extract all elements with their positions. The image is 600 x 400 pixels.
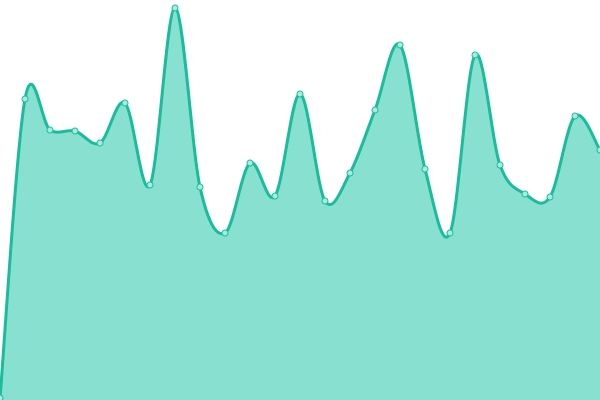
data-point-23: [571, 112, 579, 120]
data-point-1: [21, 95, 29, 103]
data-point-16: [396, 41, 404, 49]
data-point-5: [121, 99, 129, 107]
data-point-0: [0, 394, 4, 400]
data-point-3: [71, 127, 79, 135]
data-point-22: [546, 193, 554, 201]
data-point-18: [446, 229, 454, 237]
data-point-2: [46, 126, 54, 134]
data-point-14: [346, 169, 354, 177]
data-point-9: [221, 229, 229, 237]
series-line: [0, 6, 600, 399]
data-point-17: [421, 165, 429, 173]
data-point-24: [596, 146, 600, 154]
data-point-8: [196, 183, 204, 191]
data-point-15: [371, 106, 379, 114]
data-points: [0, 4, 600, 400]
data-point-20: [496, 161, 504, 169]
data-point-11: [271, 192, 279, 200]
data-point-6: [146, 181, 154, 189]
data-point-13: [321, 197, 329, 205]
data-point-21: [521, 190, 529, 198]
data-point-4: [96, 139, 104, 147]
data-point-10: [246, 159, 254, 167]
area-fill: [0, 7, 600, 400]
data-point-19: [471, 51, 479, 59]
data-point-7: [171, 4, 179, 12]
data-point-12: [296, 90, 304, 98]
